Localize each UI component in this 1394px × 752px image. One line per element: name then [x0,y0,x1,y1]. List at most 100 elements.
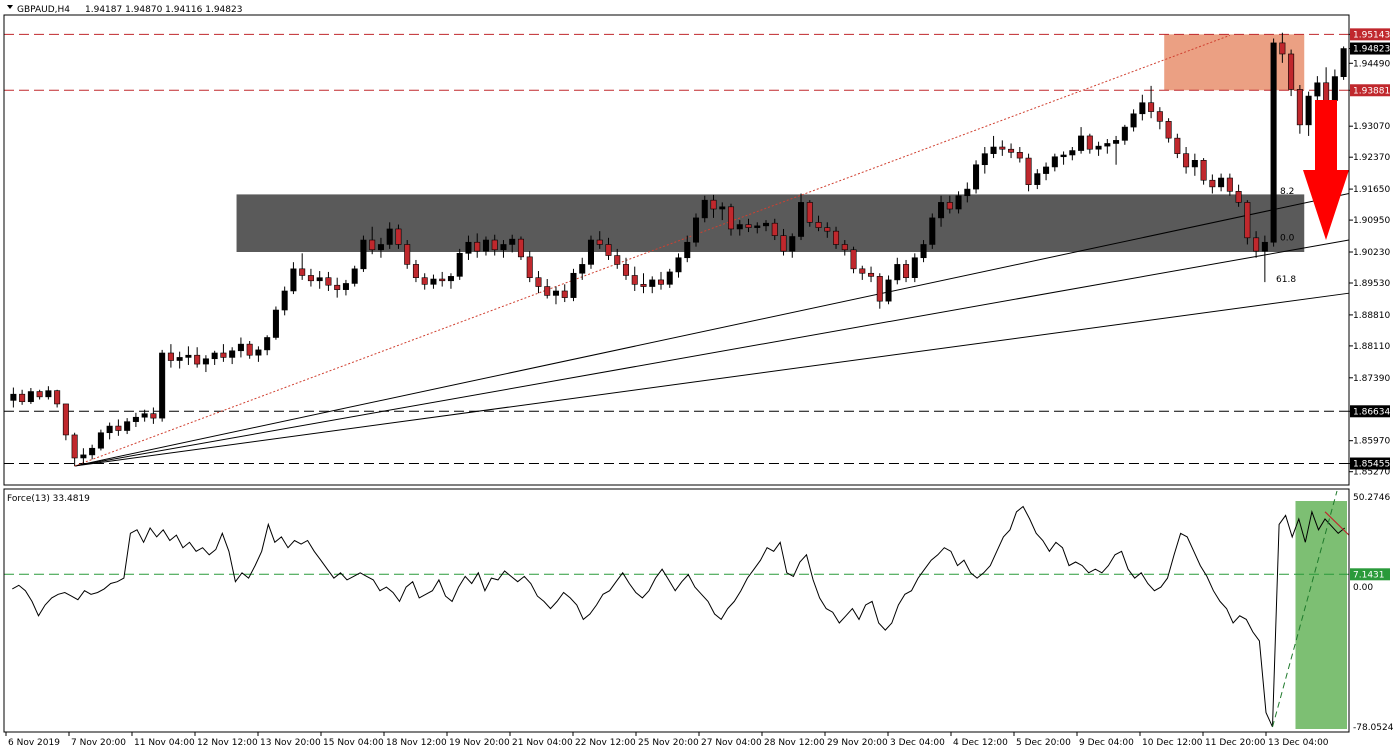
candle [369,239,376,251]
candle [176,357,183,361]
candle [981,153,988,166]
candle [561,290,568,298]
candle [771,222,778,236]
candle [736,224,743,230]
price-axis: 1.95143 1.94823 1.94490 1.93881 1.93070 1.923… [1349,28,1390,478]
time-tick-label: 25 Nov 20:00 [638,738,699,748]
time-tick-label: 29 Nov 20:00 [827,738,888,748]
candle [1331,76,1338,101]
price-label-box [1350,42,1390,55]
candle [649,279,656,287]
price-tick-label: 1.87390 [1353,374,1390,384]
price-tick-label: 1.93881 [1353,86,1390,96]
candle [1288,53,1295,90]
candle [841,244,848,251]
candle [780,235,787,252]
time-tick-label: 27 Nov 04:00 [701,738,762,748]
bearish-arrow-icon [1303,100,1349,240]
time-tick-label: 13 Nov 20:00 [260,738,321,748]
price-tick-label: 1.88810 [1353,311,1390,321]
price-pane-frame [3,14,1350,486]
candle [342,283,349,290]
time-tick-label: 28 Nov 12:00 [764,738,825,748]
candle [281,290,288,311]
candle [640,284,647,287]
force-tick-label: 7.1431 [1353,570,1385,580]
candle [430,278,437,285]
candle [185,354,192,358]
candle [1016,152,1023,159]
candle [27,391,34,403]
candle [1078,135,1085,151]
candle [220,352,227,358]
candle [815,222,822,228]
dropdown-triangle-icon[interactable] [7,5,13,9]
price-tick-label: 1.90950 [1353,216,1390,226]
candle [211,352,218,360]
candle [1340,48,1347,78]
candle [10,393,17,401]
candle [666,271,673,285]
candle [194,354,201,365]
candle [97,432,104,449]
ohlc-readout: 1.94187 1.94870 1.94116 1.94823 [85,5,242,15]
price-tick-label: 1.94823 [1353,45,1390,55]
candle [150,413,157,419]
force-indicator-label: Force(13) 33.4819 [7,494,90,504]
price-tick-label: 1.89530 [1353,279,1390,289]
candle [1043,166,1050,174]
time-tick-label: 11 Nov 04:00 [134,738,195,748]
candle [920,244,927,259]
candle [316,277,323,282]
force-trend-red [1324,511,1350,536]
candle [850,249,857,270]
candle [579,264,586,274]
candle [1051,156,1058,168]
candle [763,222,770,227]
fib-fan-label: 0.0 [1280,233,1295,243]
candle [789,236,796,252]
candle [1305,95,1312,126]
symbol-label: GBPAUD,H4 [17,5,70,15]
candle [509,238,516,245]
candle [1200,159,1207,181]
time-tick-label: 4 Dec 12:00 [953,738,1008,748]
candle [1296,89,1303,126]
candle [54,390,61,405]
candle [500,244,507,251]
candle [237,343,244,352]
candle [36,391,43,398]
candle [106,425,113,434]
candle [124,421,131,431]
candle [229,350,236,358]
candle [692,217,700,243]
candle [1253,237,1260,252]
candle [929,217,936,245]
candle [517,238,524,258]
chart-header: GBPAUD,H4 1.94187 1.94870 1.94116 1.9482… [7,5,242,15]
candle [290,268,297,292]
candle [1104,143,1111,147]
candle [1034,173,1041,185]
fib-fan-line [74,193,1350,467]
candle [377,244,384,251]
candle [605,244,612,256]
candle [859,268,866,274]
candle [999,146,1006,150]
candle [255,349,262,356]
candle [806,202,813,223]
candle [754,225,761,228]
candle [1113,140,1120,144]
candle [412,264,419,278]
candle [1209,179,1216,188]
candle [1323,82,1330,101]
candle [351,268,358,284]
candle [1069,150,1076,156]
candle [360,239,367,270]
candle [894,264,901,281]
force-pane [3,488,1350,733]
candle [299,268,306,276]
candle [474,241,481,252]
candle [657,279,665,285]
